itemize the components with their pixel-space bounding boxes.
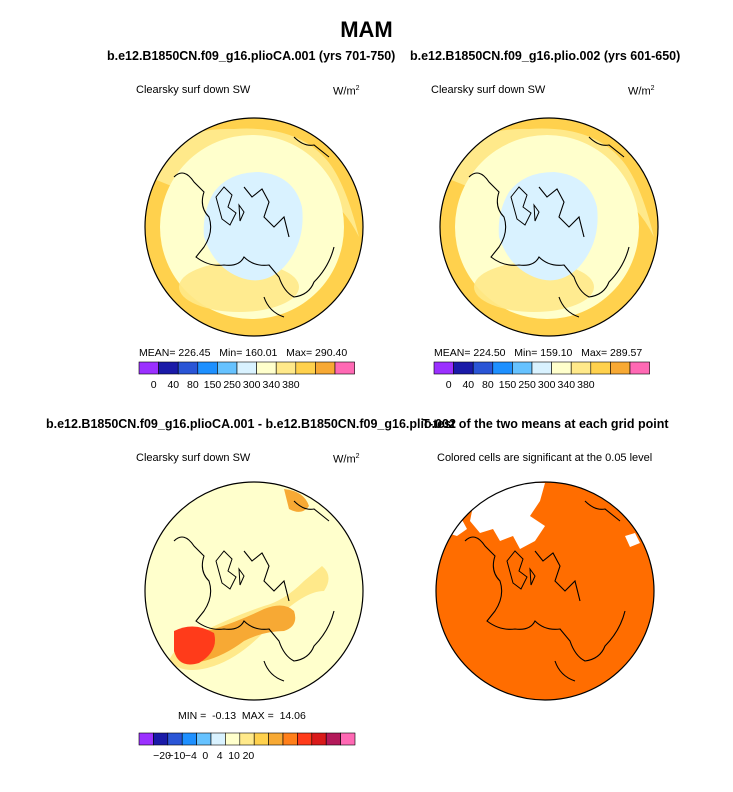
- colorbar-box: [282, 732, 298, 746]
- colorbar-box: [433, 361, 454, 375]
- coastline-arctic: [215, 186, 245, 226]
- colorbar-tick-label: 4: [217, 750, 223, 762]
- colorbar-box: [610, 361, 631, 375]
- band-inner: [203, 172, 303, 281]
- colorbar-tick-label: 40: [462, 379, 474, 391]
- band-inner: [498, 172, 598, 281]
- colorbar-tick-label: −20: [153, 750, 171, 762]
- colorbar-tick-label: −4: [185, 750, 197, 762]
- colorbar-tick-label: 0: [446, 379, 452, 391]
- colorbar-box: [236, 361, 257, 375]
- colorbar-box: [311, 732, 327, 746]
- colorbar-box: [295, 361, 316, 375]
- panel3-map: [144, 481, 364, 701]
- colorbar-tick-label: −10: [168, 750, 186, 762]
- panel1-units: W/m2: [333, 85, 360, 98]
- colorbar-tick-label: 20: [243, 750, 255, 762]
- panel1-colorbar: 0 40 80 150 250 300 340 380: [138, 361, 355, 391]
- colorbar-tick-label: 380: [282, 379, 300, 391]
- colorbar-box: [167, 732, 183, 746]
- coastline-arctic: [510, 186, 540, 226]
- colorbar-tick-label: 380: [577, 379, 595, 391]
- colorbar-box: [197, 361, 218, 375]
- colorbar-box: [453, 361, 474, 375]
- panel4-note: Colored cells are significant at the 0.0…: [437, 452, 653, 464]
- colorbar-box: [334, 361, 355, 375]
- panel3-stats: MIN = -0.13 MAX = 14.06: [178, 710, 306, 722]
- colorbar-box: [158, 361, 179, 375]
- colorbar-tick-label: 80: [187, 379, 199, 391]
- colorbar-tick-label: 0: [202, 750, 208, 762]
- colorbar-box: [492, 361, 513, 375]
- coastline: [173, 136, 335, 318]
- colorbar-box: [239, 732, 255, 746]
- panel2-stats: MEAN= 224.50 Min= 159.10 Max= 289.57: [434, 347, 643, 359]
- insignificant-patch-3: [625, 533, 640, 547]
- colorbar-tick-label: 80: [482, 379, 494, 391]
- coastline-arctic: [506, 550, 536, 590]
- colorbar-box: [268, 732, 284, 746]
- panel1-map: [144, 117, 364, 337]
- panel4-title: T-test of the two means at each grid poi…: [422, 417, 669, 431]
- colorbar-box: [472, 361, 494, 375]
- coastline: [468, 136, 630, 318]
- colorbar-box: [153, 732, 169, 746]
- panel2-units: W/m2: [628, 85, 655, 98]
- colorbar-tick-label: 340: [558, 379, 576, 391]
- insignificant-patch: [470, 482, 545, 549]
- colorbar-tick-label: 150: [204, 379, 222, 391]
- colorbar-tick-label: 0: [151, 379, 157, 391]
- panel2-colorbar: 0 40 80 150 250 300 340 380: [433, 361, 650, 391]
- colorbar-tick-label: 340: [263, 379, 281, 391]
- colorbar-box: [531, 361, 552, 375]
- colorbar-tick-label: 250: [518, 379, 536, 391]
- colorbar-tick-label: 150: [499, 379, 517, 391]
- panel2-variable-label: Clearsky surf down SW: [431, 84, 546, 96]
- diff-max-red: [174, 626, 215, 665]
- panel1-variable-label: Clearsky surf down SW: [136, 84, 251, 96]
- colorbar-box: [181, 732, 197, 746]
- panel3-colorbar: −20−10 −4 0 4 10 20: [138, 732, 356, 762]
- colorbar-box: [196, 732, 212, 746]
- colorbar-tick-label: 250: [223, 379, 241, 391]
- colorbar-box: [210, 732, 226, 746]
- panel3-title: b.e12.B1850CN.f09_g16.plioCA.001 - b.e12…: [46, 417, 456, 431]
- panel1-stats: MEAN= 226.45 Min= 160.01 Max= 290.40: [139, 347, 348, 359]
- colorbar-box: [590, 361, 611, 375]
- colorbar-box: [177, 361, 199, 375]
- colorbar-tick-label: 10: [228, 750, 240, 762]
- panel1-title: b.e12.B1850CN.f09_g16.plioCA.001 (yrs 70…: [107, 49, 396, 63]
- coastline-arctic: [215, 550, 245, 590]
- colorbar-box: [629, 361, 650, 375]
- colorbar-box: [138, 732, 154, 746]
- colorbar-box: [340, 732, 356, 746]
- colorbar-tick-label: 300: [538, 379, 556, 391]
- colorbar-tick-label: 40: [167, 379, 179, 391]
- colorbar-box: [297, 732, 313, 746]
- colorbar-box: [253, 732, 269, 746]
- colorbar-box: [570, 361, 592, 375]
- figure-title: MAM: [340, 17, 393, 42]
- coastline: [173, 500, 335, 682]
- panel2-map: [439, 117, 659, 337]
- panel3-units: W/m2: [333, 453, 360, 466]
- colorbar-box: [138, 361, 159, 375]
- panel2-title: b.e12.B1850CN.f09_g16.plio.002 (yrs 601-…: [410, 49, 681, 63]
- colorbar-box: [217, 361, 238, 375]
- colorbar-tick-label: 300: [243, 379, 261, 391]
- panel3-variable-label: Clearsky surf down SW: [136, 452, 251, 464]
- colorbar-box: [315, 361, 336, 375]
- colorbar-box: [512, 361, 533, 375]
- colorbar-box: [325, 732, 341, 746]
- coastline: [464, 500, 626, 682]
- colorbar-box: [551, 361, 572, 375]
- colorbar-box: [225, 732, 241, 746]
- panel4-map: [435, 481, 655, 701]
- colorbar-box: [256, 361, 277, 375]
- diff-topright: [284, 489, 309, 512]
- colorbar-box: [275, 361, 297, 375]
